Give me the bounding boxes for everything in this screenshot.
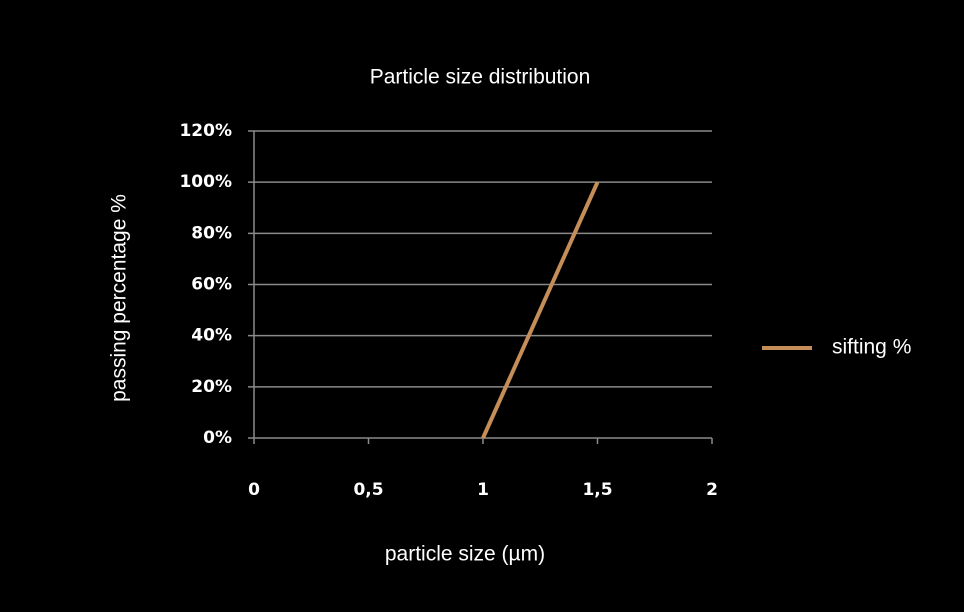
y-tick-label: 60%	[191, 275, 232, 295]
y-tick-label: 40%	[191, 326, 232, 346]
x-tick-label: 1	[477, 480, 489, 500]
x-tick-label: 0,5	[353, 480, 383, 500]
y-axis-label: passing percentage %	[108, 194, 131, 402]
legend-label: sifting %	[832, 336, 911, 359]
x-axis-label: particle size (µm)	[385, 543, 545, 566]
data-line	[481, 181, 600, 439]
x-tick-label: 2	[706, 480, 718, 500]
x-tick-label: 0	[248, 480, 260, 500]
x-tick-label: 1,5	[582, 480, 612, 500]
y-tick-label: 0%	[203, 428, 232, 448]
y-tick-label: 120%	[179, 121, 232, 141]
y-tick-label: 20%	[191, 377, 232, 397]
y-tick-label: 80%	[191, 223, 232, 243]
y-tick-label: 100%	[179, 172, 232, 192]
chart-title: Particle size distribution	[370, 66, 591, 89]
